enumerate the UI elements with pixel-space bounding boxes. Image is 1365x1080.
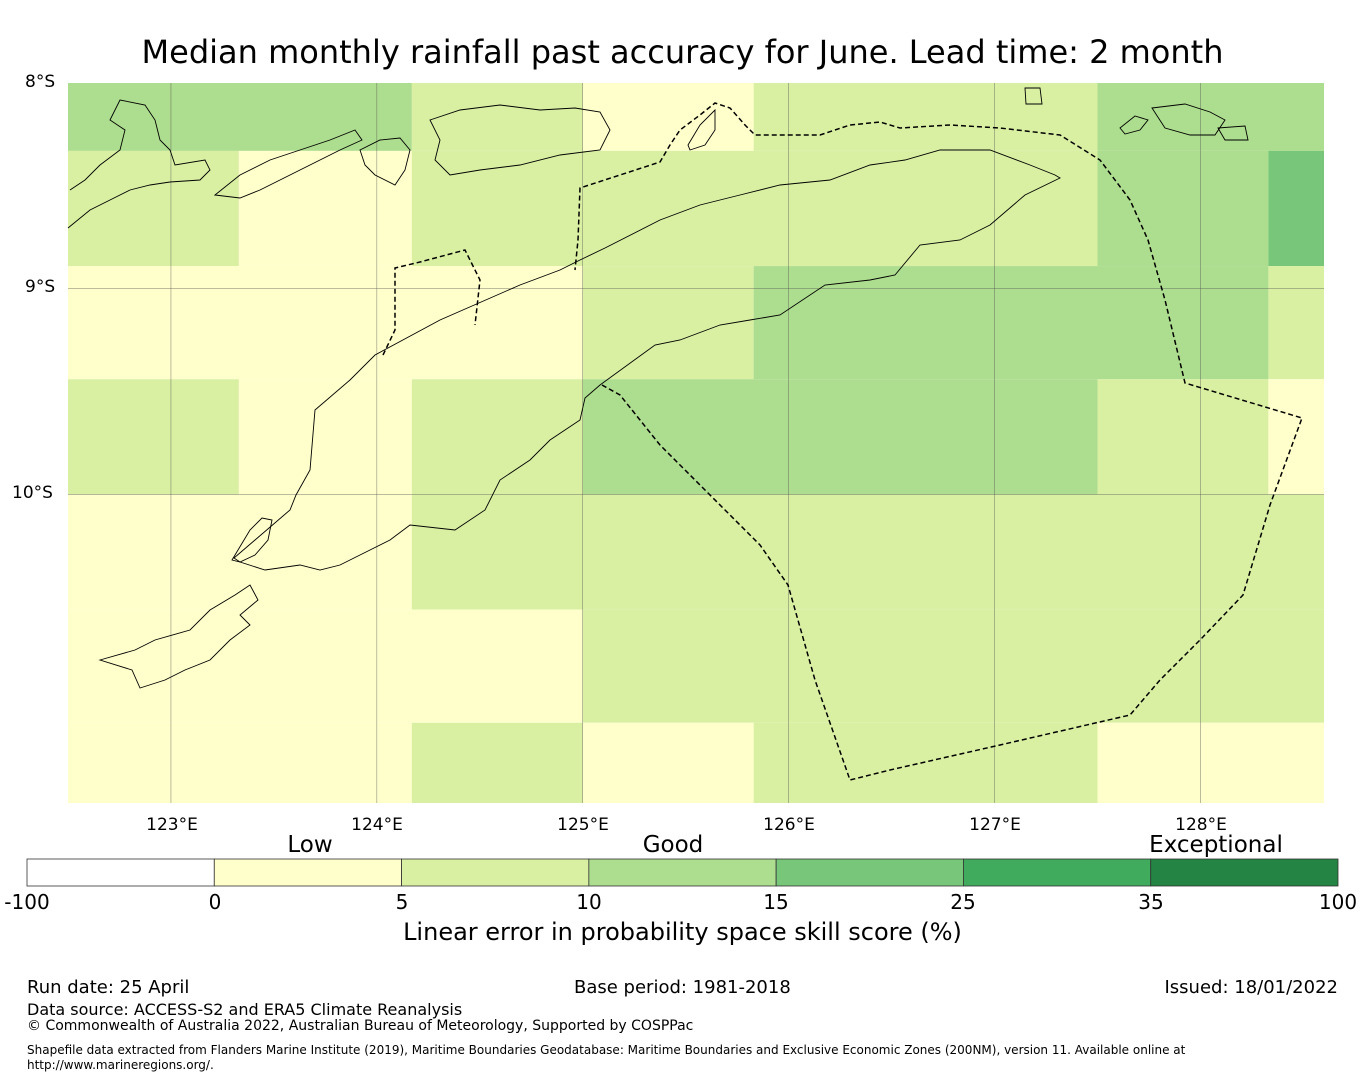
colorbar: [26, 858, 1339, 887]
grid-cell-20: [68, 494, 412, 610]
shapefile-url: http://www.marineregions.org/.: [27, 1058, 214, 1072]
grid-cell-14: [68, 379, 239, 495]
maritime-boundary: [382, 102, 1303, 781]
lon-label-127e: 127°E: [969, 815, 1021, 835]
shapefile-credit: Shapefile data extracted from Flanders M…: [27, 1043, 1186, 1057]
grid-cell-4: [1097, 83, 1324, 151]
lon-label-128e: 128°E: [1175, 815, 1227, 835]
timor-leste-eez-east: [574, 102, 1303, 781]
lat-label-9s: 9°S: [25, 277, 56, 297]
lon-label-124e: 124°E: [351, 815, 403, 835]
colorbar-tick: 10: [576, 890, 602, 914]
grid-cell-10: [68, 266, 583, 380]
grid-cell-22: [68, 609, 583, 723]
colorbar-segment-5: [963, 858, 1152, 887]
colorbar-tick: 100: [1318, 890, 1358, 914]
grid-cell-1: [411, 83, 583, 151]
leti-coastline: [1119, 115, 1149, 135]
lakor-coastline: [1217, 125, 1249, 141]
colorbar-segment-3: [588, 858, 777, 887]
grid-cell-3: [753, 83, 1098, 151]
lat-label-8s: 8°S: [25, 72, 56, 92]
grid-cell-11: [582, 266, 754, 380]
grid-cell-17: [582, 379, 1098, 495]
rote-island-coastline: [98, 584, 259, 689]
grid-cell-24: [68, 722, 412, 803]
colorbar-segment-1: [213, 858, 402, 887]
colorbar-segment-4: [775, 858, 964, 887]
colorbar-tick: 15: [763, 890, 789, 914]
grid-cell-12: [753, 266, 1269, 380]
grid-cell-7: [411, 150, 1098, 267]
wetar-coastline: [429, 104, 611, 176]
grid-cell-0: [68, 83, 412, 151]
category-low: Low: [287, 832, 333, 858]
colorbar-segment-6: [1150, 858, 1339, 887]
kisar-coastline: [1024, 87, 1043, 105]
atauro-coastline: [687, 108, 716, 151]
category-exceptional: Exceptional: [1149, 832, 1283, 858]
run-date: Run date: 25 April: [27, 977, 190, 998]
colorbar-label: Linear error in probability space skill …: [403, 918, 962, 946]
colorbar-segment-0: [26, 858, 215, 887]
data-source: Data source: ACCESS-S2 and ERA5 Climate …: [27, 1000, 463, 1019]
colorbar-tick: -100: [4, 890, 50, 914]
timor-coastline: [233, 149, 1061, 571]
colorbar-segment-2: [401, 858, 590, 887]
lon-label-123e: 123°E: [146, 815, 198, 835]
grid-cell-8: [1097, 150, 1269, 267]
chart-title: Median monthly rainfall past accuracy fo…: [141, 33, 1224, 71]
lat-label-10s: 10°S: [12, 483, 53, 503]
rainfall-skill-map: [67, 83, 1325, 803]
semau-island-coastline: [231, 517, 273, 563]
colorbar-tick: 0: [208, 890, 222, 914]
alor-coastline: [213, 129, 363, 199]
oecusse-eez: [382, 249, 481, 356]
base-period: Base period: 1981-2018: [574, 977, 791, 998]
lon-label-126e: 126°E: [763, 815, 815, 835]
grid-cell-18: [1097, 379, 1269, 495]
grid-cell-13: [1268, 266, 1324, 380]
grid-cell-25: [411, 722, 583, 803]
colorbar-segments: [26, 858, 1339, 887]
colorbar-tick: 5: [395, 890, 409, 914]
graticule-lines: [68, 83, 1324, 803]
colorbar-tick: 25: [950, 890, 976, 914]
lon-label-125e: 125°E: [557, 815, 609, 835]
grid-cell-2: [582, 83, 754, 151]
grid-cell-9: [1268, 150, 1324, 267]
grid-cell-16: [411, 379, 583, 495]
colorbar-tick: 35: [1138, 890, 1164, 914]
flores-coastline: [67, 99, 211, 229]
coastline-lines: [67, 87, 1249, 689]
grid-cell-15: [238, 379, 412, 495]
grid-cell-19: [1268, 379, 1324, 495]
grid-cell-28: [1097, 722, 1324, 803]
issued-date: Issued: 18/01/2022: [1164, 977, 1338, 998]
grid-cell-21: [411, 494, 1325, 610]
grid-cell-6: [238, 150, 412, 267]
copyright: © Commonwealth of Australia 2022, Austra…: [27, 1018, 694, 1034]
grid-cell-26: [582, 722, 754, 803]
category-good: Good: [642, 832, 704, 858]
pantar-coastline: [359, 137, 411, 186]
